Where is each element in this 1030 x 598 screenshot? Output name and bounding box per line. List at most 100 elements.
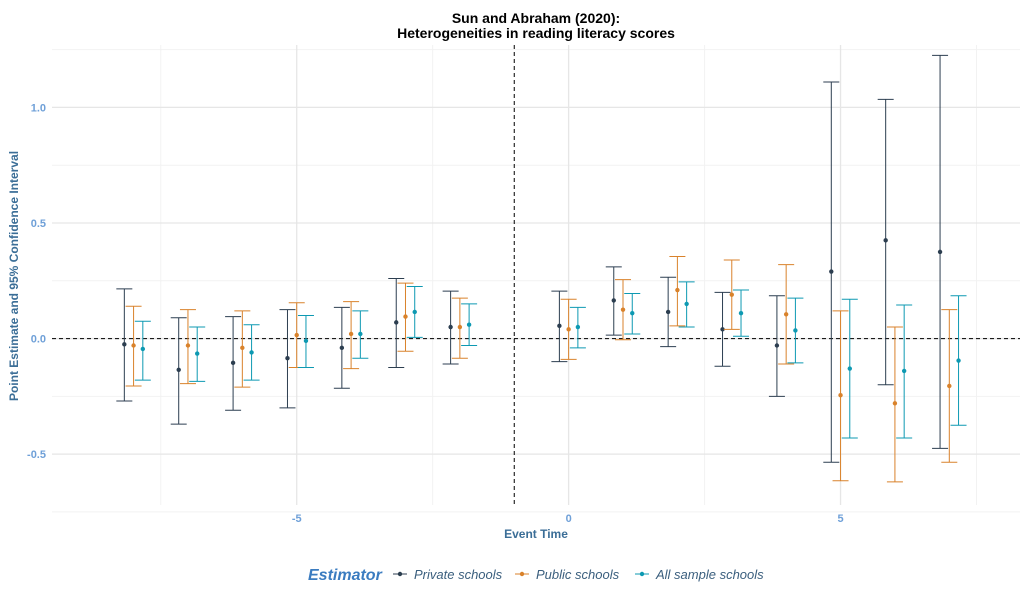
data-point: [348, 331, 354, 337]
error-bar: [352, 310, 369, 359]
error-bar: [714, 291, 731, 367]
error-bar: [941, 309, 958, 463]
grid-layer: [52, 45, 1020, 513]
data-point: [901, 368, 907, 374]
legend-item: Public schools: [515, 567, 620, 582]
error-bar: [778, 264, 795, 365]
data-point: [285, 356, 290, 361]
data-point: [575, 324, 581, 330]
error-bar: [451, 297, 468, 359]
legend-title: Estimator: [308, 567, 383, 584]
error-bar: [189, 326, 206, 382]
error-bar: [170, 317, 187, 425]
error-bar: [442, 290, 459, 365]
error-bar: [551, 290, 568, 363]
data-point: [774, 343, 780, 348]
error-bar: [723, 259, 740, 330]
x-tick-label: -5: [292, 513, 302, 525]
data-point: [630, 310, 635, 316]
legend-key-point: [397, 571, 403, 577]
data-point: [185, 343, 191, 348]
data-point: [675, 287, 680, 293]
data-point: [176, 367, 181, 372]
data-point: [829, 269, 834, 274]
legend-label: All sample schools: [655, 567, 764, 582]
data-point: [620, 307, 626, 312]
data-point: [294, 332, 299, 338]
y-axis-title: Point Estimate and 95% Confidence Interv…: [7, 151, 21, 401]
error-bar: [406, 286, 423, 338]
data-point: [339, 345, 345, 351]
error-bar: [877, 98, 894, 386]
x-tick-label: 5: [837, 513, 843, 525]
data-point: [720, 327, 725, 332]
legend-label: Public schools: [536, 567, 620, 582]
error-bar: [569, 306, 586, 349]
error-bar: [343, 301, 360, 370]
error-bar: [288, 302, 305, 368]
error-bar: [388, 277, 405, 368]
data-point: [457, 324, 463, 330]
y-tick-label: -0.5: [27, 449, 46, 461]
data-point: [140, 346, 146, 352]
data-point: [122, 342, 127, 347]
error-bar: [841, 298, 858, 439]
x-axis-ticks: -5 0 5: [292, 513, 844, 525]
data-point: [403, 314, 408, 319]
data-point: [883, 238, 888, 243]
legend-key-point: [519, 571, 525, 577]
data-point: [783, 312, 789, 317]
error-bar: [660, 276, 677, 348]
chart-title: Sun and Abraham (2020):: [452, 10, 620, 26]
data-point: [303, 338, 309, 344]
data-point: [892, 401, 898, 406]
data-point: [249, 350, 254, 355]
error-bar: [768, 295, 785, 397]
error-bar: [225, 316, 242, 411]
y-tick-label: 1.0: [31, 102, 46, 114]
data-point: [738, 310, 744, 316]
error-bar: [560, 298, 577, 360]
error-bar: [615, 279, 632, 341]
error-bar: [605, 266, 622, 336]
error-bar: [823, 81, 840, 463]
error-bar: [832, 310, 849, 482]
data-point: [566, 327, 571, 332]
data-point: [240, 345, 245, 351]
error-bar: [179, 309, 196, 385]
marks-layer: [116, 54, 967, 483]
error-bar: [333, 306, 350, 389]
series-all-sample-schools: [134, 281, 967, 439]
y-tick-label: 0.5: [31, 218, 46, 230]
data-point: [665, 309, 671, 315]
error-bar: [461, 303, 478, 347]
data-point: [937, 249, 943, 255]
data-point: [947, 383, 952, 389]
error-bar: [397, 282, 414, 352]
data-point: [448, 324, 453, 330]
error-bar: [116, 288, 133, 402]
y-axis-ticks: -0.5 0.0 0.5 1.0: [27, 102, 46, 461]
y-tick-label: 0.0: [31, 334, 46, 346]
error-bar: [886, 326, 903, 483]
error-bar: [950, 295, 967, 426]
series-private-schools: [116, 54, 949, 463]
error-bar: [787, 297, 804, 364]
data-point: [838, 393, 843, 398]
data-point: [230, 360, 236, 366]
error-bar: [932, 54, 949, 449]
legend-item: Private schools: [393, 567, 503, 582]
series-public-schools: [125, 256, 958, 483]
error-bar: [733, 289, 750, 337]
data-point: [611, 298, 616, 303]
error-bar: [125, 305, 142, 387]
error-bar: [624, 292, 641, 335]
error-bar: [896, 304, 913, 439]
error-bar: [134, 320, 151, 381]
error-bar: [279, 309, 296, 409]
x-tick-label: 0: [566, 513, 572, 525]
data-point: [557, 323, 562, 329]
data-point: [131, 343, 136, 348]
data-point: [195, 351, 200, 356]
